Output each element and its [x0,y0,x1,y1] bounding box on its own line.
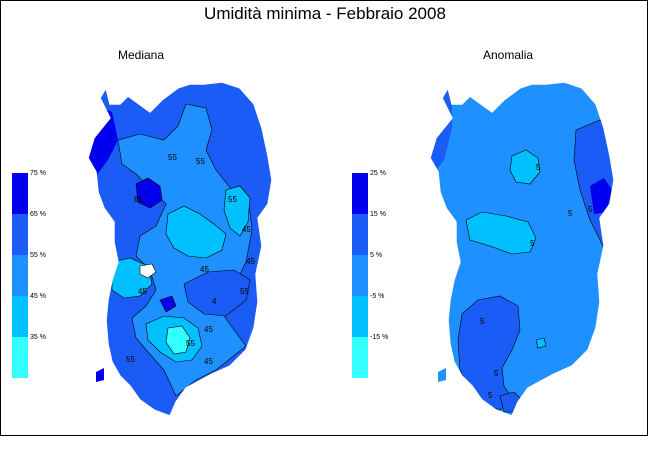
anomalia-contour-label-4: 5 [530,239,535,248]
anomalia-panel-title: Anomalia [483,48,534,62]
mediana-contour-label-2: 55 [196,157,205,166]
anomalia-contour-label-7: 5 [488,391,493,400]
mediana-zone-white [139,263,157,279]
mediana-contour-label-6: 45 [246,257,255,266]
mediana-zone-65-b [183,269,251,317]
mediana-zone-35 [165,325,191,355]
anomalia-legend-label-4: -5 % [370,293,385,300]
anomalia-contour-label-1: 5 [536,163,541,172]
anomalia-zone-neg5-c [535,337,547,349]
mediana-contour-label-13: 55 [240,287,249,296]
anomalia-island-sw [438,368,446,382]
anomalia-legend-swatch-5 [352,337,368,378]
mediana-contour-label-4: 55 [228,195,237,204]
mediana-zone-45-a [165,205,227,259]
mediana-contour-label-10: 55 [186,339,195,348]
mediana-legend-label-2: 65 % [30,211,46,218]
mediana-contour-label-3: 65 [134,195,143,204]
mediana-legend-swatch-3 [12,255,28,296]
figure-title: Umidità minima - Febbraio 2008 [204,4,446,23]
mediana-coastline [87,81,273,417]
anomalia-zone-neg5-a [509,149,541,185]
mediana-legend-label-4: 45 % [30,293,46,300]
mediana-legend-label-1: 75 % [30,170,46,177]
mediana-contour-label-8: 45 [138,287,147,296]
mediana-legend-swatch-4 [12,296,28,337]
anomalia-zone-25 [590,178,612,214]
mediana-contour-label-11: 55 [126,355,135,364]
mediana-zone-45-b [223,185,251,237]
mediana-zone-75 [135,177,163,209]
anomalia-legend-label-1: 25 % [370,170,386,177]
mediana-legend-swatch-5 [12,337,28,378]
mediana-zone-75-b [159,295,177,313]
anomalia-zone-neg5-b [465,211,537,255]
mediana-contour-label-14: 4 [212,297,217,306]
mediana-island-sw [96,368,104,382]
anomalia-contour-label-2: 5 [568,209,573,218]
anomalia-legend-swatch-2 [352,214,368,255]
mediana-contour-label-1: 55 [168,153,177,162]
anomalia-legend-label-5: -15 % [370,334,389,341]
anomalia-legend-swatch-3 [352,255,368,296]
mediana-contour-label-5: 45 [242,225,251,234]
anomalia-contour-label-3: 5 [588,205,593,214]
mediana-legend-swatch-1 [12,173,28,214]
mediana-legend-swatch-2 [12,214,28,255]
mediana-contour-label-7: 45 [200,265,209,274]
anomalia-contour-labels: 5 5 5 5 5 5 5 [480,163,593,400]
anomalia-map [430,82,614,416]
anomalia-contour-label-6: 5 [494,369,499,378]
mediana-legend-label-3: 55 % [30,252,46,259]
mediana-contour-label-12: 45 [204,357,213,366]
anomalia-legend-label-3: 5 % [370,252,383,259]
mediana-contour-label-9: 45 [204,325,213,334]
anomalia-contour-label-5: 5 [480,317,485,326]
anomalia-coastline [429,81,615,417]
anomalia-legend-swatch-1 [352,173,368,214]
mediana-map [88,82,272,416]
anomalia-legend-swatch-4 [352,296,368,337]
mediana-legend-label-5: 35 % [30,334,46,341]
mediana-panel-title: Mediana [118,48,165,62]
mediana-contour-labels: 55 55 65 55 45 45 45 45 45 55 55 45 55 4 [126,153,255,366]
figure-frame [0,0,648,436]
anomalia-legend-label-2: 15 % [370,211,386,218]
